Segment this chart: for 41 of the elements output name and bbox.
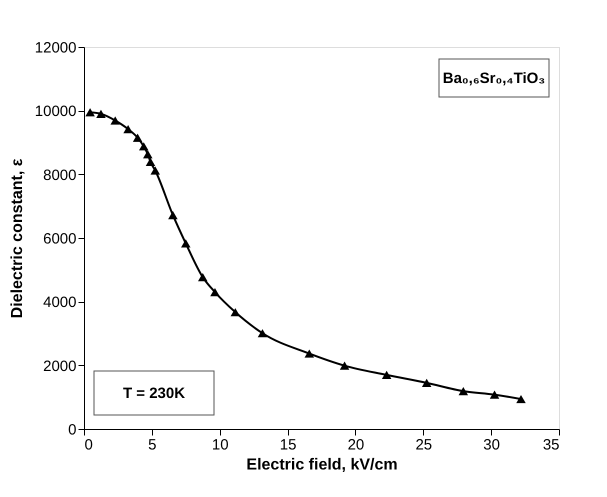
point bbox=[168, 210, 178, 220]
point bbox=[181, 239, 191, 248]
point bbox=[132, 134, 142, 142]
y-tick-label: 2000 bbox=[43, 358, 76, 375]
point bbox=[85, 108, 95, 116]
point bbox=[210, 288, 220, 296]
x-tick-label: 25 bbox=[415, 436, 432, 454]
x-tick-label: 10 bbox=[212, 436, 229, 454]
point bbox=[110, 116, 120, 125]
annotation: Ba₀,₆Sr₀,₄TiO₃ bbox=[442, 70, 546, 87]
annotation: T = 230K bbox=[122, 385, 186, 402]
y-axis-title: Dielectric constant, ε bbox=[8, 158, 26, 318]
point bbox=[516, 394, 526, 404]
y-tick-label: 6000 bbox=[43, 230, 76, 248]
point bbox=[422, 378, 432, 387]
y-tick-label: 4000 bbox=[43, 294, 76, 312]
y-tick-label: 12000 bbox=[34, 40, 76, 56]
point bbox=[458, 387, 468, 396]
point bbox=[304, 349, 314, 358]
point bbox=[198, 273, 208, 282]
point bbox=[138, 142, 148, 150]
point bbox=[143, 150, 153, 158]
point bbox=[340, 362, 350, 370]
x-tick-label: 5 bbox=[148, 436, 157, 454]
point bbox=[382, 370, 392, 379]
point bbox=[123, 125, 133, 134]
point bbox=[230, 308, 240, 316]
y-tick-label: 10000 bbox=[34, 103, 76, 120]
x-tick-label: 15 bbox=[280, 436, 296, 454]
point bbox=[96, 110, 106, 118]
y-tick-label: 0 bbox=[68, 422, 76, 438]
point bbox=[146, 158, 156, 166]
point bbox=[150, 166, 160, 175]
point bbox=[258, 329, 268, 338]
x-tick-label: 20 bbox=[348, 436, 364, 454]
y-tick-label: 8000 bbox=[43, 166, 76, 184]
x-tick-label: 30 bbox=[483, 436, 500, 454]
x-axis-title: Electric field, kV/cm bbox=[246, 456, 398, 474]
x-tick-label: 35 bbox=[542, 436, 560, 454]
x-tick-label: 0 bbox=[84, 436, 93, 454]
point bbox=[490, 390, 500, 399]
